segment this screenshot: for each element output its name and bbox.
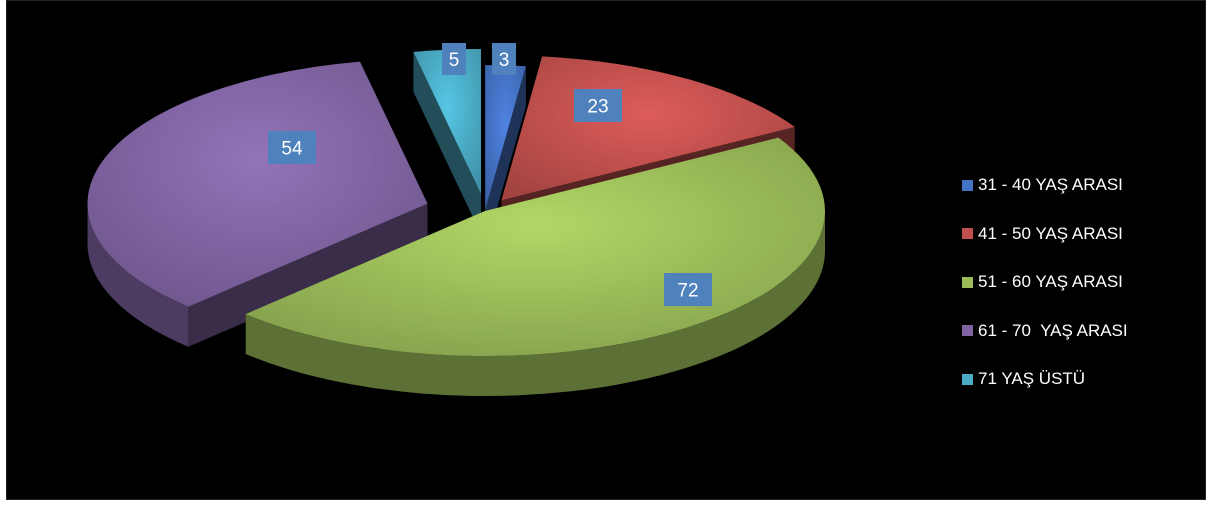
legend: 31 - 40 YAŞ ARASI 41 - 50 YAŞ ARASI 51 -… [962,173,1128,416]
legend-label: 61 - 70 YAŞ ARASI [978,320,1128,340]
data-label: 72 [664,273,712,306]
legend-swatch [962,276,973,288]
data-label-box [442,43,466,75]
pie-chart: 3 23 72 54 5 [87,43,826,396]
pie-slice-top [87,61,428,307]
pie-slice-wall [188,203,428,347]
pie-slice [413,49,482,235]
legend-item: 31 - 40 YAŞ ARASI [962,173,1128,197]
legend-item: 51 - 60 YAŞ ARASI [962,270,1128,294]
chart-area: 3 23 72 54 5 31 - 40 YAŞ ARASI 41 - 50 YAŞ A… [6,0,1206,500]
pie-slice-top [485,65,526,211]
data-label: 5 [442,43,466,75]
data-label-text: 3 [499,50,510,71]
data-label-text: 5 [449,50,460,71]
data-label-box [664,273,712,306]
legend-swatch [962,228,973,239]
data-label: 54 [268,131,316,164]
data-label: 23 [574,89,622,122]
legend-label: 51 - 60 YAŞ ARASI [978,272,1123,291]
pie-slice-top [413,49,482,195]
legend-item: 41 - 50 YAŞ ARASI [962,222,1128,246]
legend-label: 71 YAŞ ÜSTÜ [978,369,1086,388]
pie-slice-side [87,203,189,347]
legend-label: 31 - 40 YAŞ ARASI [978,175,1123,194]
pie-slice-wall [485,66,526,251]
data-label-box [492,43,516,75]
legend-item: 71 YAŞ ÜSTÜ [962,367,1128,391]
pie-slice-side [245,211,826,396]
data-label-text: 54 [281,139,303,160]
legend-item: 61 - 70 YAŞ ARASI [962,319,1128,343]
pie-slice-wall [413,51,482,235]
data-label-box [574,89,622,122]
legend-label: 41 - 50 YAŞ ARASI [978,223,1123,243]
legend-swatch [962,179,973,191]
legend-swatch [962,325,973,336]
legend-swatch [962,373,973,385]
data-label: 3 [492,43,516,75]
pie-slice [87,61,428,347]
data-label-text: 72 [677,281,698,302]
data-label-text: 23 [587,97,608,118]
data-label-box [268,131,316,164]
pie-slice [485,65,526,251]
